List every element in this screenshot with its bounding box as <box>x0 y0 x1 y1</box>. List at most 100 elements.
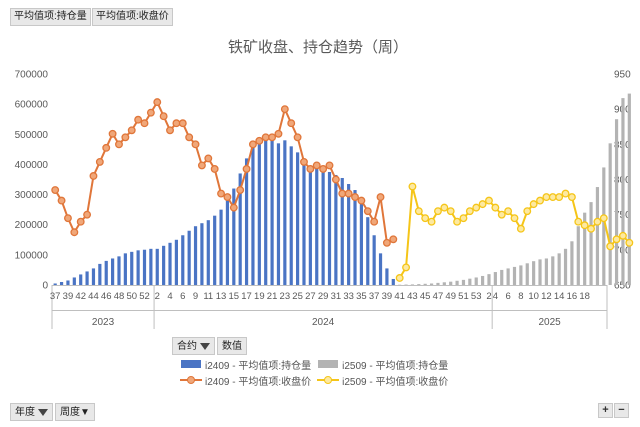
x-tick-label: 43 <box>407 291 418 302</box>
bar <box>468 278 472 285</box>
bar <box>347 184 351 285</box>
bar <box>187 230 191 285</box>
x-tick-label: 39 <box>382 291 393 302</box>
bar <box>66 280 70 285</box>
value-field-button-open-interest[interactable]: 平均值项:持仓量 <box>10 8 91 26</box>
line-point <box>223 193 232 202</box>
line-point <box>548 193 557 202</box>
line-point <box>153 98 162 107</box>
bar <box>614 119 619 286</box>
bar <box>206 220 210 285</box>
contract-filter-button[interactable]: 合约 <box>172 337 215 355</box>
year-filter-button[interactable]: 年度 <box>10 403 53 421</box>
bar <box>340 177 344 285</box>
bar <box>283 140 287 285</box>
filter-icon <box>38 408 48 416</box>
bar <box>538 259 542 285</box>
line-point <box>229 203 238 212</box>
x-tick-label: 33 <box>343 291 354 302</box>
values-field-button[interactable]: 数值 <box>217 337 247 355</box>
bar <box>276 143 281 285</box>
x-tick-label: 21 <box>267 291 278 302</box>
line-point <box>497 210 506 219</box>
line-point <box>542 193 551 202</box>
line-point <box>395 274 404 282</box>
x-tick-label: 6 <box>180 291 185 302</box>
line-point <box>599 214 608 223</box>
line-point <box>561 189 570 198</box>
bar <box>130 251 134 285</box>
bar <box>429 283 434 285</box>
line-point <box>261 133 270 142</box>
bar <box>244 158 249 285</box>
line-point <box>555 193 564 202</box>
line-point <box>146 108 155 117</box>
line-point <box>287 119 296 128</box>
line-point <box>370 217 379 226</box>
line-point <box>357 196 366 205</box>
bar <box>162 245 166 285</box>
line-point <box>446 207 455 216</box>
bar <box>563 248 568 285</box>
x-tick-label: 52 <box>139 291 150 302</box>
collapse-button[interactable]: − <box>614 403 629 418</box>
year-filter-label: 年度 <box>15 406 35 418</box>
line-point <box>83 210 92 219</box>
line-point <box>478 200 487 209</box>
line-point <box>255 136 264 145</box>
left-axis-tick-label: 600000 <box>15 100 49 111</box>
x-tick-label: 29 <box>318 291 329 302</box>
line-point <box>580 221 589 230</box>
x-tick-label: 44 <box>88 291 99 302</box>
line-point <box>248 140 257 149</box>
bar <box>595 187 600 285</box>
line-point <box>338 189 347 198</box>
line-point <box>51 186 60 194</box>
bar <box>91 268 96 285</box>
line-point <box>625 238 634 247</box>
bar <box>589 202 593 285</box>
x-tick-label: 31 <box>331 291 342 302</box>
x-tick-label: 50 <box>126 291 137 302</box>
x-tick-label: 48 <box>114 291 125 302</box>
line-point <box>593 217 602 226</box>
values-field-label: 数值 <box>222 340 242 352</box>
x-tick-label: 4 <box>493 291 498 302</box>
bar-series <box>53 93 631 286</box>
bar <box>213 215 217 285</box>
bar <box>602 167 606 285</box>
line-point <box>115 140 123 149</box>
bar <box>474 277 478 285</box>
bar <box>366 217 370 285</box>
bar <box>53 283 57 285</box>
bar <box>417 284 421 285</box>
legend: i2409 - 平均值项:持仓量 i2509 - 平均值项:持仓量 i2409 … <box>180 356 448 388</box>
series-line <box>398 186 631 279</box>
week-filter-button[interactable]: 周度 ▼ <box>55 403 95 421</box>
bar <box>551 256 555 285</box>
bar <box>372 235 376 285</box>
bar <box>506 268 510 285</box>
legend-bar-swatch <box>318 360 339 368</box>
bar <box>270 140 274 285</box>
legend-label: i2509 - 平均值项:持仓量 <box>342 360 449 372</box>
axis-field-buttons: 年度 周度 ▼ <box>10 403 95 421</box>
x-tick-label: 2 <box>155 291 160 302</box>
bar <box>557 253 561 285</box>
right-axis-tick-label: 650 <box>614 281 631 292</box>
line-point <box>472 203 481 212</box>
line-point <box>76 217 85 226</box>
line-point <box>204 154 213 163</box>
bar <box>391 278 395 285</box>
bar <box>398 284 402 286</box>
line-point <box>166 126 174 135</box>
line-point <box>529 200 538 209</box>
line-point <box>134 115 143 124</box>
value-field-button-close-price[interactable]: 平均值项:收盘价 <box>92 8 173 26</box>
x-tick-label: 13 <box>216 291 227 302</box>
left-axis-tick-label: 500000 <box>15 130 49 141</box>
expand-button[interactable]: + <box>598 403 613 418</box>
x-tick-label: 16 <box>567 291 578 302</box>
bar <box>238 173 242 285</box>
